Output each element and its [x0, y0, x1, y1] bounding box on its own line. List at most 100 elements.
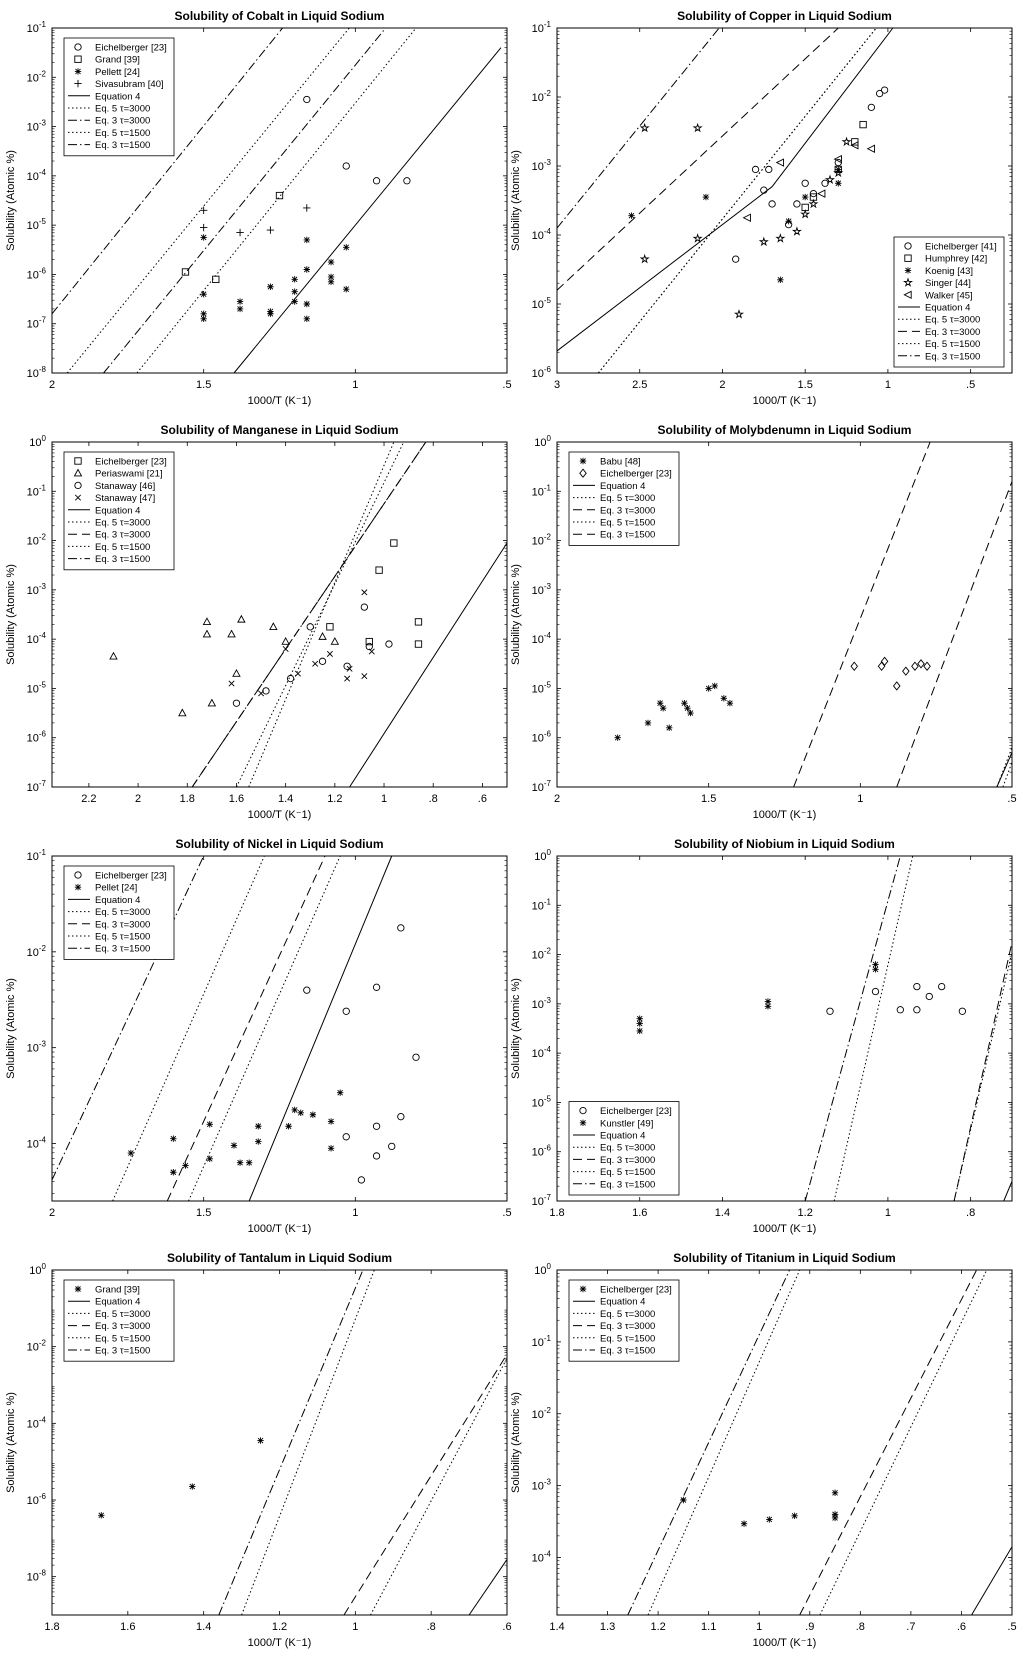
data-point: [385, 640, 393, 648]
data-point: [312, 660, 319, 667]
legend-label: Eichelberger [23]: [600, 1285, 672, 1296]
x-tick-label: 1: [756, 1621, 762, 1633]
legend-marker: [74, 457, 82, 465]
data-point: [303, 266, 310, 273]
legend-label: Eq. 5 τ=3000: [95, 907, 150, 918]
series-line: [953, 942, 1013, 1202]
data-point: [303, 315, 310, 322]
legend-label: Equation 4: [600, 481, 645, 492]
x-tick-label: .8: [856, 1621, 865, 1633]
data-point: [892, 681, 901, 691]
data-point: [760, 186, 768, 194]
legend-label: Singer [44]: [925, 278, 971, 289]
series-line: [597, 27, 877, 374]
x-tick-label: 2: [49, 379, 55, 391]
data-point: [758, 236, 769, 247]
x-axis-label: 1000/T (K⁻1): [753, 1637, 817, 1649]
data-point: [318, 632, 327, 640]
y-tick-label: 10-8: [27, 1569, 47, 1584]
y-tick-label: 10-4: [27, 1415, 47, 1430]
y-tick-label: 100: [29, 434, 46, 449]
data-point: [372, 177, 381, 185]
x-tick-label: .6: [502, 1621, 511, 1633]
data-point: [801, 193, 809, 201]
legend-marker: [74, 43, 82, 51]
data-point: [326, 650, 333, 657]
x-tick-label: .6: [478, 793, 487, 805]
legend: Eichelberger [23]Pellet [24]Equation 4Eq…: [63, 865, 175, 960]
x-tick-label: .5: [502, 379, 511, 391]
legend-box: [568, 451, 680, 546]
legend-marker: [74, 68, 82, 75]
chart-title: Solubility of Molybdenumn in Liquid Sodi…: [658, 423, 912, 437]
data-point: [639, 122, 650, 133]
legend-label: Stanaway [46]: [95, 481, 155, 492]
x-tick-label: .6: [957, 1621, 966, 1633]
legend-label: Eq. 5 τ=1500: [95, 1333, 150, 1344]
series-line: [188, 855, 341, 1202]
x-axis-label: 1000/T (K⁻1): [753, 395, 817, 407]
legend-marker: [74, 1285, 82, 1293]
legend-label: Eq. 3 τ=3000: [95, 919, 150, 930]
legend-label: Eq. 3 τ=1500: [95, 1346, 150, 1357]
data-point: [318, 657, 327, 665]
data-point: [327, 1145, 335, 1152]
x-tick-label: 1.4: [278, 793, 293, 805]
series-line: [833, 855, 914, 1202]
legend-marker: [902, 277, 914, 287]
y-tick-label: 10-4: [27, 631, 47, 646]
data-point: [303, 986, 311, 994]
y-tick-label: 10-3: [532, 158, 552, 173]
legend-label: Eq. 5 τ=1500: [95, 542, 150, 553]
data-point: [732, 255, 740, 263]
series-line: [896, 481, 1013, 788]
data-point: [831, 1514, 839, 1522]
legend-label: Eq. 3 τ=1500: [95, 944, 150, 955]
data-point: [833, 167, 844, 178]
data-point: [291, 288, 298, 295]
chart-title: Solubility of Manganese in Liquid Sodium: [160, 423, 398, 437]
y-tick-label: 10-2: [27, 69, 47, 84]
series-line: [556, 27, 839, 291]
data-point: [207, 698, 217, 707]
data-point: [170, 1135, 177, 1142]
series-line: [1002, 762, 1013, 788]
data-point: [343, 662, 351, 670]
y-tick-label: 10-6: [532, 365, 552, 380]
series-line: [370, 1357, 508, 1616]
data-point: [785, 218, 792, 225]
series-line: [771, 27, 894, 188]
data-point: [644, 719, 652, 727]
legend-label: Eichelberger [23]: [600, 469, 672, 480]
legend-marker: [904, 267, 912, 274]
y-tick-label: 10-3: [27, 119, 47, 134]
data-point: [303, 236, 310, 244]
x-axis-label: 1000/T (K⁻1): [753, 1223, 817, 1235]
y-tick-label: 10-1: [27, 848, 47, 863]
legend-label: Eq. 5 τ=3000: [600, 1309, 655, 1320]
y-tick-label: 10-2: [532, 1406, 552, 1421]
legend-label: Eq. 3 τ=3000: [95, 1321, 150, 1332]
legend-marker: [579, 1119, 587, 1126]
legend-box: [568, 1279, 680, 1362]
y-tick-label: 10-7: [532, 1193, 552, 1208]
x-tick-label: 1.4: [196, 1621, 211, 1633]
legend-label: Equation 4: [95, 91, 140, 102]
legend-label: Eq. 3 τ=1500: [600, 1179, 655, 1190]
data-point: [267, 283, 274, 290]
x-tick-label: 1.6: [632, 1207, 647, 1219]
axes-box: [51, 27, 508, 374]
series-line: [349, 542, 508, 788]
legend-label: Eq. 5 τ=1500: [95, 932, 150, 943]
data-point: [262, 687, 270, 695]
y-tick-label: 10-3: [532, 582, 552, 597]
legend: Babu [48]Eichelberger [23]Equation 4Eq. …: [568, 451, 680, 546]
x-tick-label: .9: [805, 1621, 814, 1633]
x-tick-label: 1.5: [196, 1207, 211, 1219]
data-point: [344, 675, 351, 682]
data-point: [835, 180, 842, 187]
x-axis-label: 1000/T (K⁻1): [248, 1223, 312, 1235]
y-tick-label: 10-4: [532, 1550, 552, 1565]
legend-label: Periaswami [21]: [95, 469, 163, 480]
